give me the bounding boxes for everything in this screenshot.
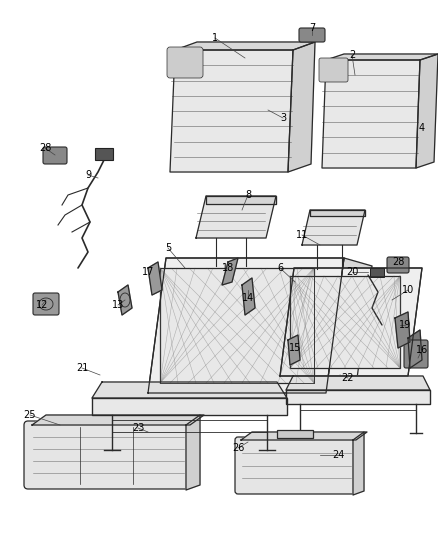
Bar: [290, 276, 400, 368]
Text: 18: 18: [222, 263, 234, 273]
Polygon shape: [148, 258, 344, 393]
Text: 9: 9: [85, 170, 91, 180]
Text: 28: 28: [392, 257, 404, 267]
Text: 28: 28: [39, 143, 51, 153]
Text: 13: 13: [112, 300, 124, 310]
Polygon shape: [92, 398, 287, 415]
Text: 14: 14: [242, 293, 254, 303]
Text: 17: 17: [142, 267, 154, 277]
Bar: [95, 148, 113, 160]
Text: 2: 2: [349, 50, 355, 60]
Text: 15: 15: [289, 343, 301, 353]
Polygon shape: [288, 335, 300, 365]
Text: 11: 11: [296, 230, 308, 240]
Polygon shape: [206, 196, 276, 204]
Polygon shape: [92, 382, 287, 398]
Text: 21: 21: [76, 363, 88, 373]
Bar: [370, 268, 384, 277]
Bar: [286, 390, 430, 404]
Polygon shape: [32, 415, 204, 425]
Polygon shape: [280, 268, 422, 376]
FancyBboxPatch shape: [24, 421, 190, 489]
FancyBboxPatch shape: [43, 147, 67, 164]
Polygon shape: [302, 210, 365, 245]
Text: 25: 25: [24, 410, 36, 420]
Text: 22: 22: [342, 373, 354, 383]
Text: 5: 5: [165, 243, 171, 253]
FancyBboxPatch shape: [33, 293, 59, 315]
FancyBboxPatch shape: [299, 28, 325, 42]
Polygon shape: [408, 330, 422, 368]
Text: 16: 16: [416, 345, 428, 355]
Polygon shape: [288, 42, 315, 172]
Bar: [160, 268, 314, 383]
Polygon shape: [395, 312, 410, 348]
FancyBboxPatch shape: [167, 47, 203, 78]
Text: 8: 8: [245, 190, 251, 200]
Text: 20: 20: [346, 267, 358, 277]
FancyBboxPatch shape: [235, 437, 356, 494]
Polygon shape: [286, 390, 430, 404]
Text: 10: 10: [402, 285, 414, 295]
Polygon shape: [310, 210, 365, 216]
Text: 1: 1: [212, 33, 218, 43]
Polygon shape: [186, 415, 200, 490]
FancyBboxPatch shape: [319, 58, 348, 82]
Polygon shape: [286, 376, 430, 390]
Polygon shape: [326, 258, 372, 401]
Bar: [277, 430, 313, 438]
Text: 3: 3: [280, 113, 286, 123]
FancyBboxPatch shape: [387, 257, 409, 273]
Bar: [290, 276, 400, 368]
Text: 12: 12: [36, 300, 48, 310]
Bar: [92, 398, 287, 415]
Text: 26: 26: [232, 443, 244, 453]
Text: 4: 4: [419, 123, 425, 133]
Polygon shape: [170, 50, 293, 172]
Polygon shape: [196, 196, 276, 238]
Text: 23: 23: [132, 423, 144, 433]
Polygon shape: [322, 60, 420, 168]
Polygon shape: [175, 42, 315, 50]
Polygon shape: [241, 432, 367, 440]
FancyBboxPatch shape: [404, 340, 428, 368]
Text: 24: 24: [332, 450, 344, 460]
Text: 6: 6: [277, 263, 283, 273]
Text: 19: 19: [399, 320, 411, 330]
Polygon shape: [118, 285, 132, 315]
Polygon shape: [326, 54, 438, 60]
Polygon shape: [353, 432, 364, 495]
Polygon shape: [242, 278, 255, 315]
Polygon shape: [416, 54, 438, 168]
Bar: [160, 268, 314, 383]
Polygon shape: [222, 258, 238, 285]
Text: 7: 7: [309, 23, 315, 33]
Polygon shape: [148, 262, 162, 295]
